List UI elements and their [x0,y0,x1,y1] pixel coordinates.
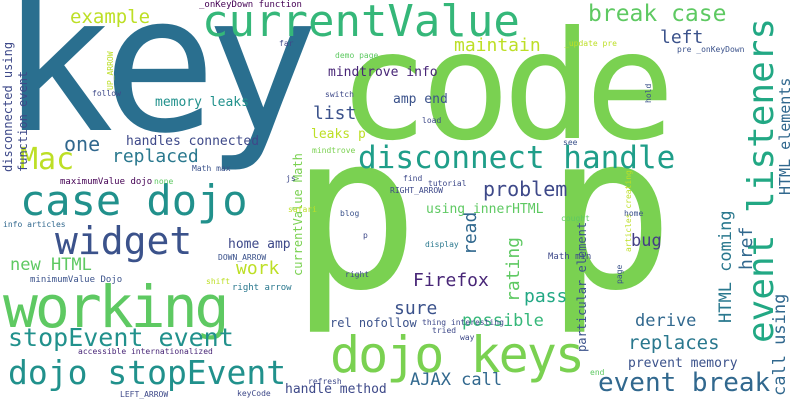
word-pre-onKeyDown: pre _onKeyDown [677,45,745,54]
word-rel-nofollow: rel nofollow [330,316,417,330]
word-thing-interesting: thing interesting [422,318,504,327]
word-code: code [338,0,675,174]
word-p-2: p [545,87,675,338]
word-work: work [236,258,280,279]
word-blog: blog [340,209,360,218]
word-DOWN-ARROW: DOWN_ARROW [218,253,267,262]
word-page: page [615,264,624,284]
word-way: way [460,333,475,342]
word-memory-leaks: memory leaks [155,95,249,110]
word-switch: switch [325,90,354,99]
word-disconnected-using: disconnected using [1,41,15,172]
word-replaced: replaced [112,146,199,167]
word-p-small: p [363,231,368,240]
word-cought: cought [561,214,590,223]
word-keyCode: keyCode [237,389,271,398]
word-new-HTML: new HTML [10,255,92,275]
word-info-articles: info articles [3,220,66,229]
word-one: one [64,132,101,156]
word-none: none [154,177,174,186]
word-leaks-p: leaks p [311,127,366,142]
word-currentValue: currentValue [202,0,520,47]
word-find: find [403,174,423,183]
word-far: far [279,39,294,48]
word-function-event: function event [16,70,30,172]
word-right-arrow: right arrow [232,283,292,293]
word-key: key [0,0,319,175]
word-call-using: call using [770,293,790,396]
word-using-innerHTML: using innerHTML [426,202,544,217]
word-derive: derive [635,311,697,331]
word-update-pre: _update pre [564,39,617,48]
word-left: left [660,27,704,48]
word-accessible-internationalized: accessible internationalized [78,347,213,356]
word-bug: bug [631,231,662,251]
word-dojo-stopEvent: dojo stopEvent [8,353,287,392]
word-list: list [313,103,357,124]
word-AJAX-call: AJAX call [410,370,503,390]
word-currentValue-Math: currentValue Math [291,153,305,276]
word-Math-min: Math min [548,252,592,262]
word-example: example [70,6,151,28]
word-LEFT-ARROW: LEFT_ARROW [120,390,169,399]
word-handle-method: handle method [285,382,387,397]
word-HTML-coming: HTML coming [716,210,736,323]
word-mindtrove: mindtrove [312,146,356,155]
word-hold: hold [644,83,653,103]
word-safari: safari [288,205,317,214]
word-Firefox: Firefox [413,270,489,291]
word-follow: follow [92,89,121,98]
word-case-dojo: case dojo [20,176,248,225]
word-handles-connected: handles connected [126,134,260,149]
word-UP-ARROW: UP_ARROW [106,51,115,90]
word-right: right [345,270,370,279]
word-demo-page: demo page [335,51,379,60]
word-event-break: event break [598,368,771,398]
word-tutorial: tutorial [428,179,467,188]
word-sure: sure [394,298,438,319]
word-HTML-elements: HTML elements [776,77,794,195]
word-load: load [422,116,442,125]
word-stopEvent-event: stopEvent event [8,323,234,352]
word-shift: shift [206,277,231,286]
word-RIGHT-ARROW: RIGHT_ARROW [390,186,443,195]
word-display: display [425,240,459,249]
word-rating: rating [503,236,524,302]
word-working: working [3,273,229,341]
word-refresh: refresh [308,377,342,386]
word-widget: widget [55,219,193,263]
word-maintain: maintain [454,35,541,56]
word-possible: possible [462,311,544,331]
word-home-amp: home amp [228,237,291,252]
word-prevent-memory: prevent memory [628,356,738,371]
word-p-1: p [290,87,420,338]
word-break-case: break case [588,1,727,27]
word-dojo-keys: dojo keys [330,326,585,384]
word-see: see [563,138,578,147]
word-href: href [736,226,757,270]
word-replaces: replaces [628,332,720,354]
word-home: home [624,209,644,218]
word-tried: tried [432,326,457,335]
word-maximumValue-dojo: maximumValue dojo [60,177,153,187]
word-pass: pass [524,286,568,307]
word-read: read [460,211,481,255]
word-amp-end: amp end [393,92,448,107]
word-problem: problem [483,177,568,201]
word-minimumValue-Dojo: minimumValue Dojo [30,275,123,285]
word-js: js [286,174,296,183]
word-mindtrove-info: mindtrove info [328,65,438,80]
word-end: end [590,368,605,377]
word-Math-max: Math max [192,164,231,173]
word-onKeyDown-function: _onKeyDown function [199,0,302,10]
word-Mac: Mac [20,142,75,177]
word-disconnect-handle: disconnect handle [358,140,676,176]
word-particular-element: particular element [575,221,589,352]
